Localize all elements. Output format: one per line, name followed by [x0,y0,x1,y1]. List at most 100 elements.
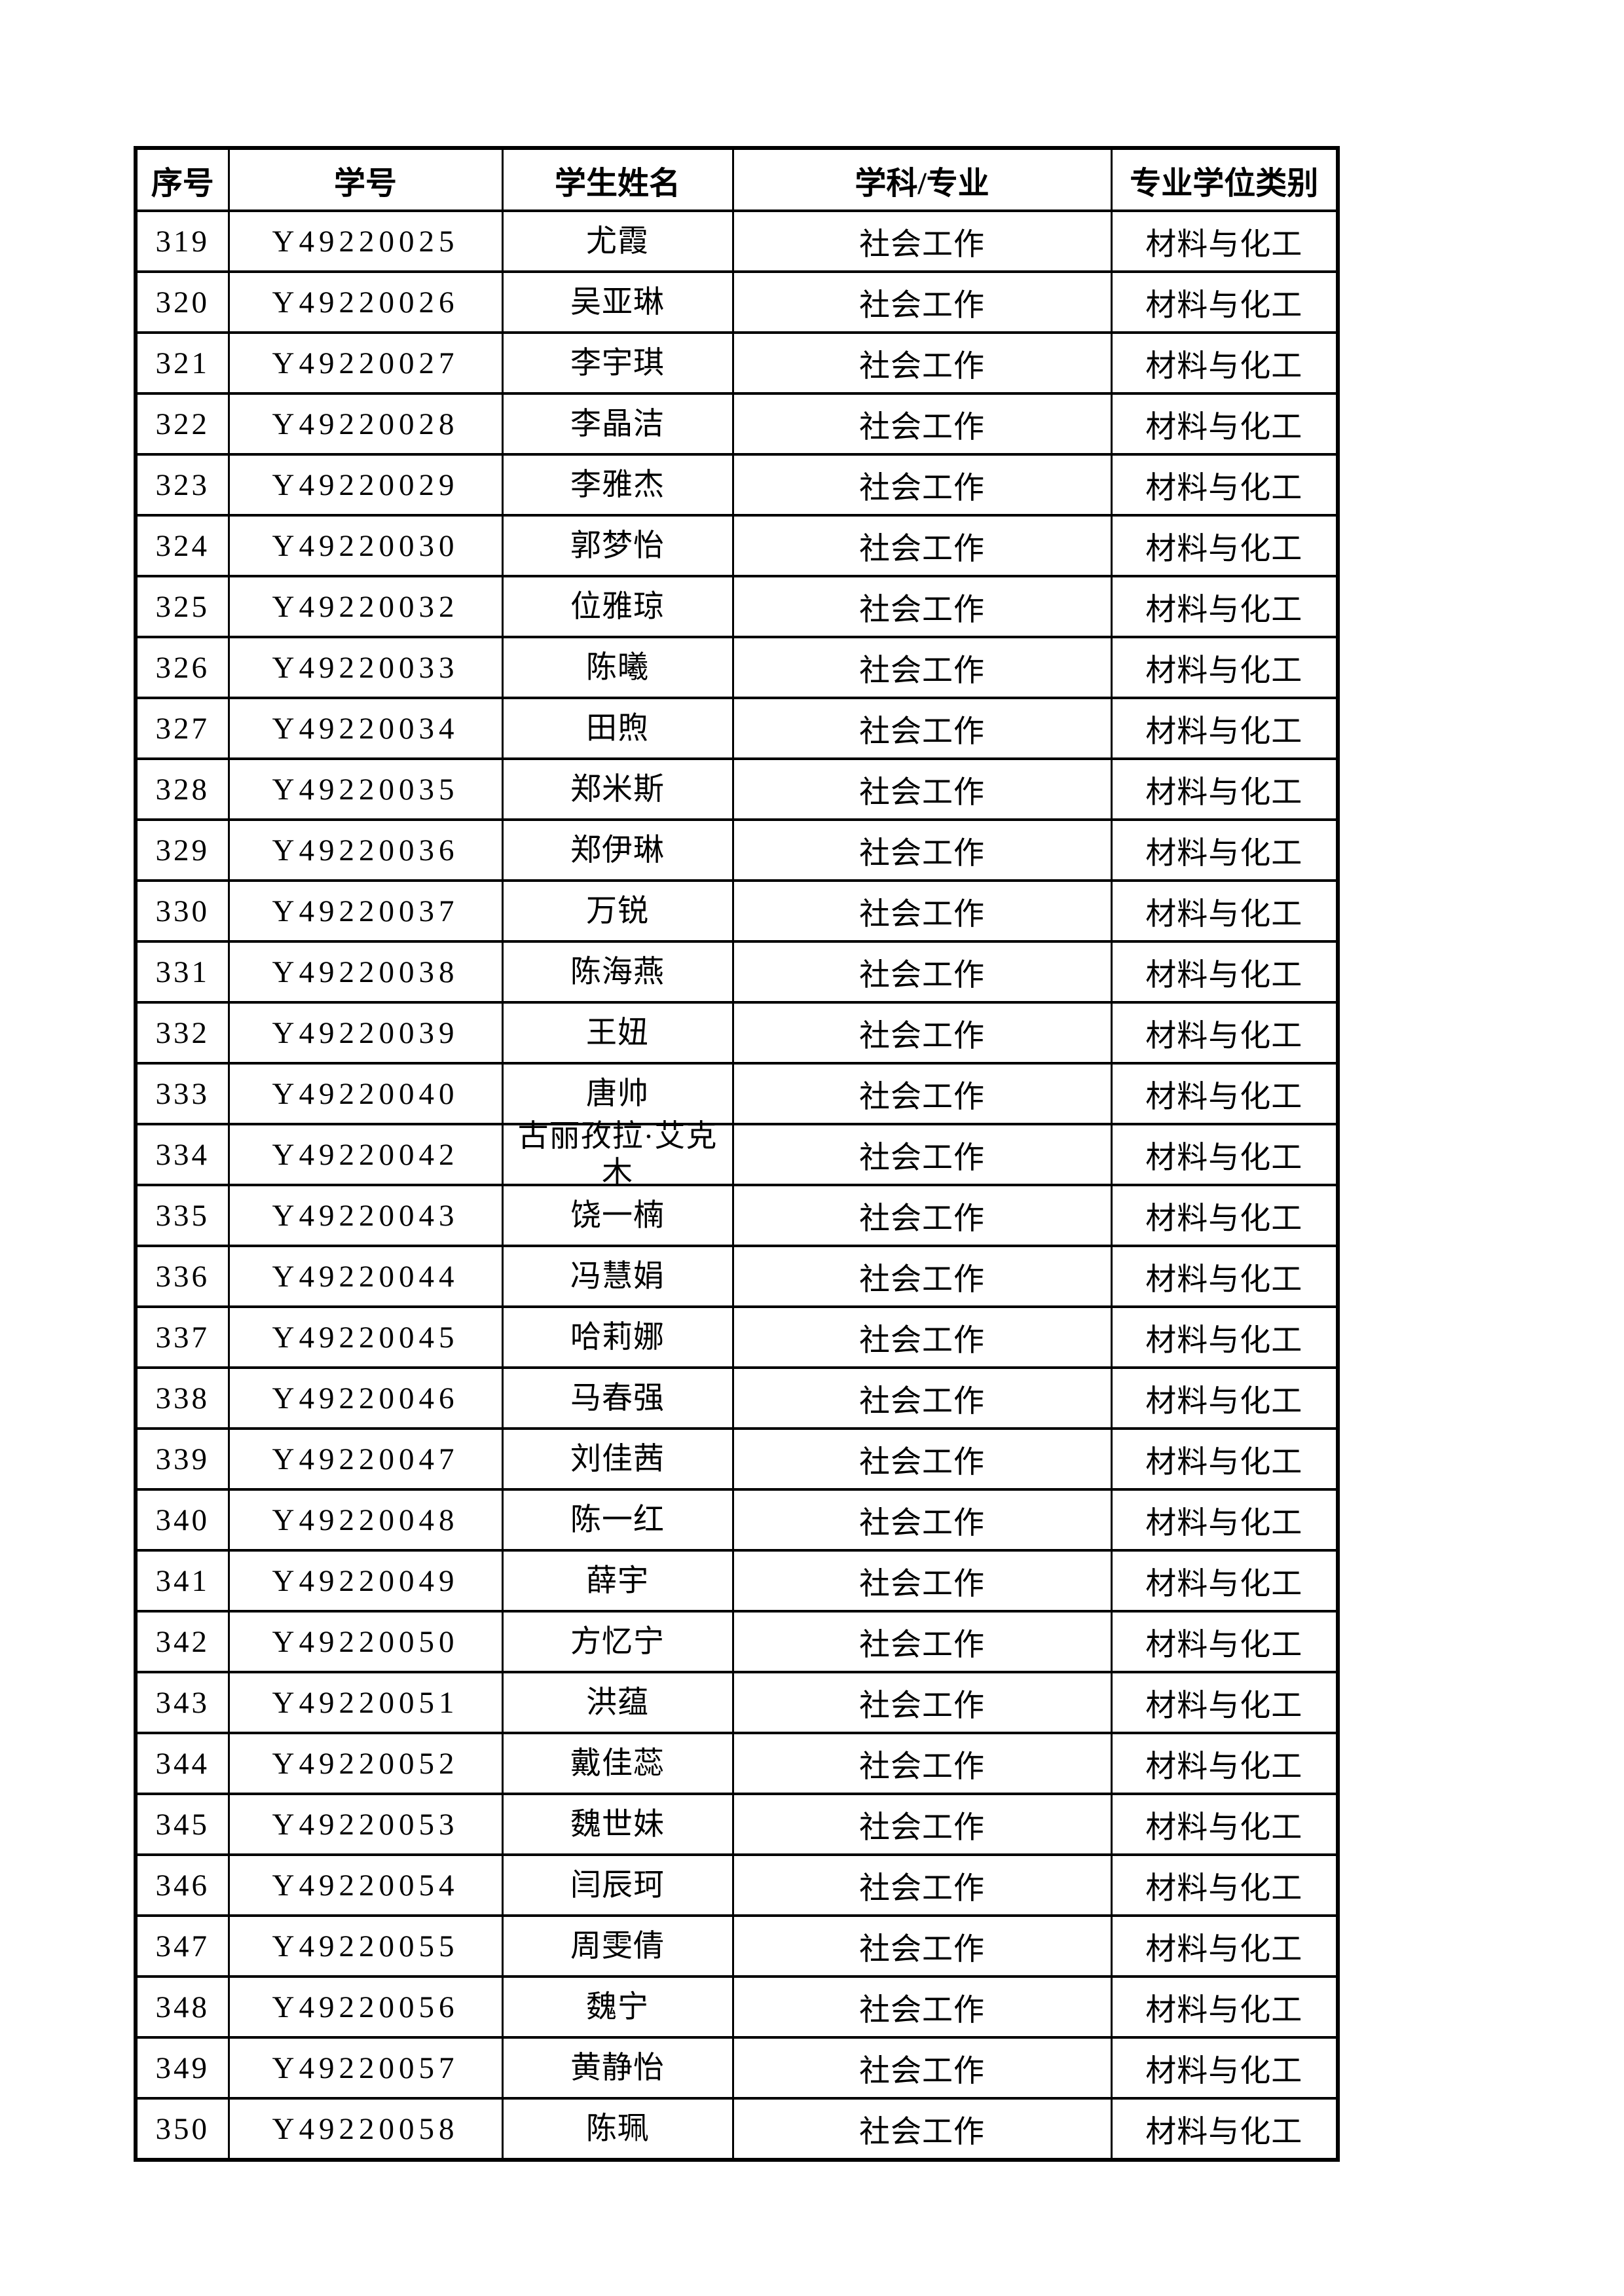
cell-serial-number: 330 [134,879,230,943]
cell-serial-number-text: 346 [155,1868,210,1903]
table-row: 332 Y49220039 王妞 社会工作 材料与化工 [134,1001,1339,1065]
cell-major: 社会工作 [731,1427,1113,1491]
table-row: 319 Y49220025 尤霞 社会工作 材料与化工 [134,210,1339,273]
cell-degree-category-text: 材料与化工 [1145,289,1303,323]
cell-degree-category-text: 材料与化工 [1145,2054,1303,2088]
cell-serial-number: 322 [134,392,230,456]
cell-student-id-text: Y49220053 [272,1807,459,1842]
cell-student-name-text: 哈莉娜 [570,1320,665,1355]
cell-degree-category-text: 材料与化工 [1145,1811,1303,1845]
table-row: 322 Y49220028 李晶洁 社会工作 材料与化工 [134,392,1339,456]
cell-student-name-text: 周雯倩 [570,1929,665,1963]
cell-major-text: 社会工作 [859,958,985,993]
cell-serial-number-text: 338 [155,1381,210,1415]
cell-serial-number-text: 335 [155,1198,210,1233]
cell-student-id-text: Y49220027 [272,346,459,380]
header-student-name: 学生姓名 [501,147,734,212]
cell-major-text: 社会工作 [859,228,985,262]
cell-major-text: 社会工作 [859,1811,985,1845]
cell-degree-category: 材料与化工 [1110,1488,1339,1552]
cell-degree-category-text: 材料与化工 [1145,1567,1303,1601]
header-major: 学科/专业 [731,147,1113,212]
cell-student-id: Y49220050 [227,1610,504,1673]
cell-student-id-text: Y49220044 [272,1259,459,1294]
cell-major-text: 社会工作 [859,350,985,384]
cell-serial-number: 348 [134,1975,230,2039]
cell-student-name: 吴亚琳 [501,270,734,334]
cell-degree-category: 材料与化工 [1110,270,1339,334]
cell-student-id-text: Y49220034 [272,711,459,746]
cell-serial-number-text: 350 [155,2111,210,2146]
cell-major-text: 社会工作 [859,1628,985,1662]
cell-serial-number-text: 343 [155,1685,210,1720]
cell-serial-number: 342 [134,1610,230,1673]
cell-student-name-text: 位雅琼 [570,589,665,624]
cell-student-id: Y49220032 [227,575,504,638]
cell-serial-number: 331 [134,940,230,1004]
cell-student-name-text: 冯慧娟 [570,1259,665,1294]
cell-student-name-text: 万锐 [586,894,649,928]
cell-student-id: Y49220044 [227,1245,504,1308]
cell-serial-number-text: 320 [155,285,210,319]
cell-major-text: 社会工作 [859,471,985,505]
cell-student-name-text: 郭梦怡 [570,528,665,563]
cell-student-id-text: Y49220035 [272,772,459,807]
table-row: 350 Y49220058 陈珮 社会工作 材料与化工 [134,2097,1339,2161]
cell-degree-category: 材料与化工 [1110,575,1339,638]
cell-major-text: 社会工作 [859,1141,985,1175]
cell-serial-number: 343 [134,1671,230,1734]
cell-student-id-text: Y49220036 [272,833,459,867]
cell-degree-category: 材料与化工 [1110,1001,1339,1065]
cell-student-id: Y49220040 [227,1062,504,1125]
table-header: 序号 学号 学生姓名 学科/专业 专业学位类别 [134,147,1339,212]
cell-serial-number-text: 349 [155,2050,210,2085]
cell-student-name: 陈一红 [501,1488,734,1552]
cell-student-id-text: Y49220025 [272,224,459,259]
cell-student-id: Y49220057 [227,2036,504,2100]
cell-serial-number: 344 [134,1732,230,1795]
student-table-body: 319 Y49220025 尤霞 社会工作 材料与化工 320 Y49220026 吴亚琳 社会… [134,210,1339,2161]
cell-student-name-text: 魏宁 [586,1990,649,2024]
cell-student-id: Y49220049 [227,1549,504,1613]
cell-serial-number: 327 [134,697,230,760]
cell-serial-number: 336 [134,1245,230,1308]
cell-major-text: 社会工作 [859,715,985,749]
cell-degree-category: 材料与化工 [1110,514,1339,577]
cell-degree-category: 材料与化工 [1110,1549,1339,1613]
cell-serial-number-text: 339 [155,1442,210,1476]
cell-degree-category: 材料与化工 [1110,1366,1339,1430]
cell-degree-category-text: 材料与化工 [1145,1141,1303,1175]
cell-major: 社会工作 [731,270,1113,334]
cell-student-name: 黄静怡 [501,2036,734,2100]
cell-student-name-text: 马春强 [570,1381,665,1415]
cell-degree-category-text: 材料与化工 [1145,1506,1303,1540]
cell-major-text: 社会工作 [859,289,985,323]
cell-student-id: Y49220039 [227,1001,504,1065]
cell-student-name: 马春强 [501,1366,734,1430]
cell-degree-category: 材料与化工 [1110,697,1339,760]
cell-student-id: Y49220036 [227,818,504,882]
cell-major-text: 社会工作 [859,1080,985,1114]
cell-student-id-text: Y49220046 [272,1381,459,1415]
cell-student-name-text: 李晶洁 [570,407,665,441]
cell-student-id-text: Y49220057 [272,2050,459,2085]
cell-student-id-text: Y49220055 [272,1929,459,1963]
cell-major: 社会工作 [731,940,1113,1004]
header-student-id: 学号 [227,147,504,212]
cell-student-name: 尤霞 [501,210,734,273]
table-row: 342 Y49220050 方忆宁 社会工作 材料与化工 [134,1610,1339,1673]
cell-serial-number-text: 329 [155,833,210,867]
cell-major-text: 社会工作 [859,776,985,810]
cell-degree-category: 材料与化工 [1110,1671,1339,1734]
cell-student-name: 位雅琼 [501,575,734,638]
cell-major-text: 社会工作 [859,1202,985,1236]
cell-degree-category-text: 材料与化工 [1145,715,1303,749]
cell-student-id: Y49220025 [227,210,504,273]
cell-major: 社会工作 [731,818,1113,882]
cell-major-text: 社会工作 [859,1567,985,1601]
cell-student-id-text: Y49220048 [272,1503,459,1537]
cell-student-id-text: Y49220042 [272,1137,459,1172]
cell-student-id: Y49220026 [227,270,504,334]
cell-major: 社会工作 [731,1732,1113,1795]
cell-student-id: Y49220029 [227,453,504,517]
